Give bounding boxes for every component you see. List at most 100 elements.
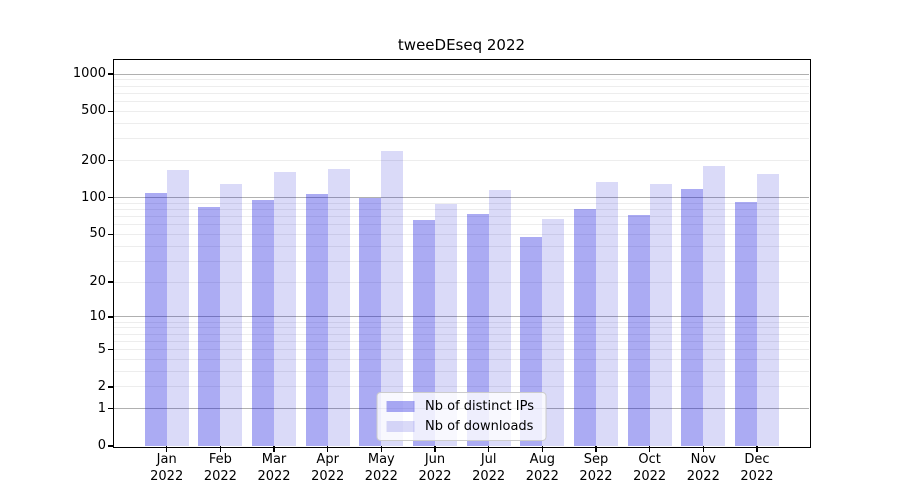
legend-swatch-downloads <box>386 421 415 432</box>
y-tick-mark <box>107 316 113 318</box>
bar-downloads-may <box>381 150 404 446</box>
gridline-minor <box>114 370 809 372</box>
gridline-minor <box>114 216 809 218</box>
gridline-minor <box>114 101 809 103</box>
gridline-minor <box>114 202 809 204</box>
gridline-minor <box>114 340 809 342</box>
gridline-minor <box>114 281 809 283</box>
chart-title: tweeDEseq 2022 <box>397 36 526 54</box>
gridline-minor <box>114 260 809 262</box>
legend-label: Nb of downloads <box>425 419 534 434</box>
gridline-minor <box>114 233 809 235</box>
x-tick-mark <box>219 446 222 452</box>
y-tick-mark <box>107 407 113 410</box>
gridline-minor <box>114 224 809 226</box>
bar-distinct-ips-sep <box>573 208 596 446</box>
bar-distinct-ips-nov <box>681 189 704 446</box>
y-tick-label: 20 <box>89 274 106 290</box>
y-tick-label: 500 <box>81 103 106 119</box>
bar-distinct-ips-feb <box>198 206 221 446</box>
gridline-minor <box>114 160 809 162</box>
legend-item: Nb of distinct IPs <box>386 399 534 414</box>
y-tick-mark <box>107 196 113 199</box>
x-tick-label: Sep 2022 <box>579 452 613 484</box>
y-tick-mark <box>107 386 113 388</box>
bar-downloads-sep <box>595 181 618 446</box>
x-tick-label: May 2022 <box>364 452 398 484</box>
bar-downloads-nov <box>703 165 726 446</box>
bar-downloads-apr <box>327 168 350 446</box>
gridline-minor <box>114 85 809 87</box>
gridline-minor <box>114 92 809 94</box>
legend-swatch-distinct-ips <box>386 401 415 412</box>
y-tick-mark <box>107 159 113 162</box>
y-tick-mark <box>107 73 113 75</box>
x-tick-mark <box>166 446 168 452</box>
bar-distinct-ips-apr <box>305 193 328 446</box>
y-tick-label: 5 <box>97 341 106 357</box>
gridline-minor <box>114 321 809 323</box>
x-tick-label: Feb 2022 <box>203 452 237 484</box>
bar-downloads-dec <box>756 173 779 446</box>
bar-downloads-mar <box>274 172 297 446</box>
x-tick-mark <box>541 446 543 452</box>
bar-distinct-ips-jun <box>413 219 435 446</box>
x-tick-label: Nov 2022 <box>686 452 720 484</box>
legend-label: Nb of distinct IPs <box>425 399 534 414</box>
bar-distinct-ips-mar <box>252 200 275 446</box>
gridline-major <box>114 73 809 75</box>
x-tick-label: Apr 2022 <box>311 452 345 484</box>
gridline-minor <box>114 327 809 329</box>
bar-distinct-ips-jan <box>144 193 167 446</box>
legend: Nb of distinct IPs Nb of downloads <box>376 392 547 441</box>
x-tick-label: Aug 2022 <box>525 452 559 484</box>
x-tick-label: Mar 2022 <box>257 452 291 484</box>
bar-downloads-jul <box>488 189 511 446</box>
x-tick-mark <box>487 446 490 452</box>
x-tick-mark <box>702 446 704 452</box>
gridline-minor <box>114 349 809 351</box>
bar-downloads-feb <box>220 184 243 446</box>
gridline-minor <box>114 79 809 81</box>
y-tick-mark <box>107 110 113 113</box>
gridline-minor <box>114 386 809 388</box>
bar-distinct-ips-jul <box>466 214 489 446</box>
y-tick-mark <box>107 233 113 236</box>
x-tick-label: Jul 2022 <box>472 452 506 484</box>
gridline-minor <box>114 138 809 140</box>
y-tick-label: 1 <box>97 400 106 416</box>
x-tick-mark <box>380 446 383 452</box>
bar-downloads-aug <box>542 218 565 446</box>
bar-distinct-ips-may <box>359 197 382 446</box>
y-tick-label: 100 <box>81 189 106 205</box>
y-tick-mark <box>107 281 113 283</box>
y-tick-label: 0 <box>97 438 106 453</box>
gridline-minor <box>114 208 809 210</box>
x-tick-mark <box>273 446 275 452</box>
gridline-minor <box>114 122 809 124</box>
x-tick-label: Oct 2022 <box>633 452 667 484</box>
x-tick-mark <box>595 446 597 452</box>
x-tick-mark <box>648 446 651 452</box>
gridline-minor <box>114 245 809 247</box>
y-tick-label: 50 <box>89 226 106 242</box>
gridline-major <box>114 197 809 199</box>
bar-distinct-ips-oct <box>627 215 650 446</box>
bar-downloads-jan <box>166 169 189 446</box>
bar-distinct-ips-dec <box>734 202 757 446</box>
y-tick-mark <box>107 348 113 351</box>
x-tick-mark <box>434 446 436 452</box>
x-tick-label: Dec 2022 <box>740 452 774 484</box>
gridline-major <box>114 316 809 318</box>
bar-downloads-oct <box>649 183 672 446</box>
y-tick-label: 10 <box>89 308 106 324</box>
y-tick-label: 200 <box>81 152 106 168</box>
x-tick-label: Jun 2022 <box>418 452 452 484</box>
y-tick-label: 2 <box>97 378 106 394</box>
gridline-minor <box>114 110 809 112</box>
x-tick-mark <box>326 446 329 452</box>
y-tick-label: 1000 <box>72 66 106 82</box>
gridline-minor <box>114 333 809 335</box>
bar-downloads-jun <box>435 204 457 446</box>
